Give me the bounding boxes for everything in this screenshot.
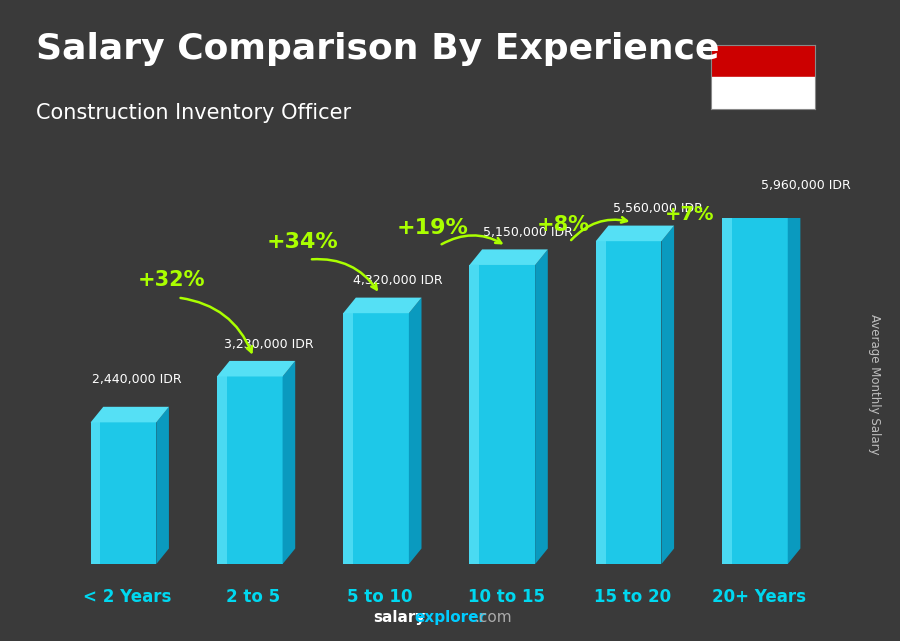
Bar (711, 45, 814, 77)
Polygon shape (283, 361, 295, 564)
Polygon shape (343, 313, 409, 564)
Polygon shape (596, 241, 606, 564)
Text: Construction Inventory Officer: Construction Inventory Officer (36, 103, 351, 122)
Text: 4,320,000 IDR: 4,320,000 IDR (354, 274, 443, 287)
Text: 5,960,000 IDR: 5,960,000 IDR (761, 179, 851, 192)
Text: 5,560,000 IDR: 5,560,000 IDR (614, 202, 703, 215)
Polygon shape (91, 407, 169, 422)
Polygon shape (217, 361, 295, 376)
Polygon shape (662, 226, 674, 564)
Text: 2,440,000 IDR: 2,440,000 IDR (92, 373, 182, 386)
Polygon shape (343, 297, 421, 313)
Text: +8%: +8% (536, 215, 590, 235)
Polygon shape (788, 203, 800, 564)
Text: +7%: +7% (664, 205, 714, 224)
Polygon shape (596, 241, 662, 564)
Polygon shape (722, 203, 800, 218)
Polygon shape (409, 297, 421, 564)
Text: .com: .com (474, 610, 512, 625)
Polygon shape (91, 422, 101, 564)
Text: +19%: +19% (397, 219, 469, 238)
Text: +34%: +34% (267, 232, 338, 252)
Polygon shape (91, 422, 157, 564)
Polygon shape (470, 265, 480, 564)
Text: +32%: +32% (138, 271, 205, 290)
Polygon shape (470, 249, 548, 265)
Polygon shape (536, 249, 548, 564)
Polygon shape (217, 376, 283, 564)
Text: explorer: explorer (414, 610, 486, 625)
Polygon shape (157, 407, 169, 564)
Text: 20+ Years: 20+ Years (712, 588, 806, 606)
Text: 3,230,000 IDR: 3,230,000 IDR (224, 338, 314, 351)
Polygon shape (470, 265, 536, 564)
Text: < 2 Years: < 2 Years (83, 588, 171, 606)
Text: 5,150,000 IDR: 5,150,000 IDR (483, 226, 573, 239)
Text: Average Monthly Salary: Average Monthly Salary (868, 314, 881, 455)
Polygon shape (343, 313, 353, 564)
Polygon shape (217, 376, 227, 564)
Text: 10 to 15: 10 to 15 (468, 588, 544, 606)
Bar (711, 77, 814, 109)
Polygon shape (596, 226, 674, 241)
Text: 15 to 20: 15 to 20 (594, 588, 671, 606)
Polygon shape (722, 218, 788, 564)
Text: salary: salary (374, 610, 426, 625)
Text: 5 to 10: 5 to 10 (347, 588, 412, 606)
Polygon shape (722, 218, 732, 564)
Text: 2 to 5: 2 to 5 (227, 588, 281, 606)
Text: Salary Comparison By Experience: Salary Comparison By Experience (36, 32, 719, 66)
